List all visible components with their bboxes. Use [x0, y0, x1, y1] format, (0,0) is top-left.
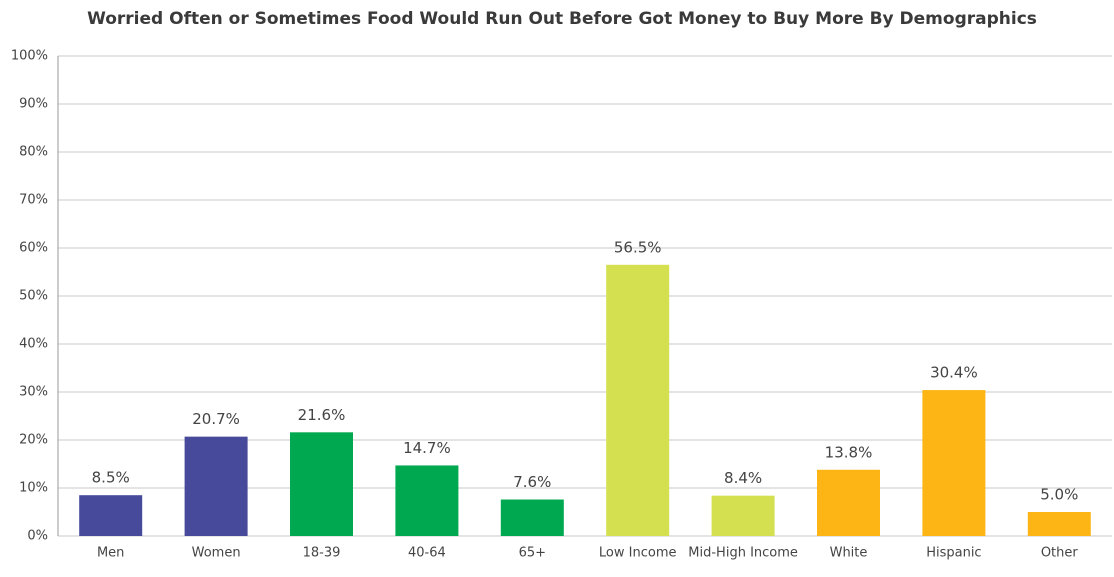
data-label: 8.4% [724, 469, 762, 487]
y-tick-label: 50% [19, 289, 48, 304]
x-tick-label: Men [97, 546, 124, 561]
bar [184, 436, 248, 536]
x-tick-label: White [830, 546, 868, 561]
x-tick-label: 65+ [519, 546, 546, 561]
y-tick-label: 40% [19, 337, 48, 352]
data-label: 7.6% [513, 473, 551, 491]
y-tick-label: 30% [19, 385, 48, 400]
data-label: 21.6% [298, 406, 346, 424]
data-label: 8.5% [92, 469, 130, 487]
x-tick-label: Women [192, 546, 241, 561]
data-label: 13.8% [825, 443, 873, 461]
y-tick-label: 70% [19, 193, 48, 208]
x-tick-label: 18-39 [303, 546, 341, 561]
y-tick-label: 90% [19, 97, 48, 112]
y-tick-label: 60% [19, 241, 48, 256]
bar [606, 264, 670, 536]
y-tick-label: 20% [19, 433, 48, 448]
x-tick-label: 40-64 [408, 546, 446, 561]
y-tick-label: 100% [11, 49, 48, 64]
bar [1027, 512, 1091, 536]
data-label: 30.4% [930, 364, 978, 382]
chart-title: Worried Often or Sometimes Food Would Ru… [87, 9, 1037, 29]
bar [79, 495, 143, 536]
bar [395, 465, 459, 536]
data-label: 20.7% [192, 410, 240, 428]
x-tick-label: Other [1041, 546, 1079, 561]
bar [500, 499, 564, 536]
bar [922, 390, 986, 536]
x-tick-label: Mid-High Income [688, 546, 798, 561]
data-label: 56.5% [614, 238, 662, 256]
x-tick-label: Low Income [599, 546, 677, 561]
y-tick-label: 10% [19, 481, 48, 496]
data-label: 5.0% [1040, 486, 1078, 504]
y-tick-label: 0% [27, 529, 48, 544]
data-label: 14.7% [403, 439, 451, 457]
bar [711, 495, 775, 536]
bar [290, 432, 353, 536]
bar [817, 469, 880, 536]
x-tick-label: Hispanic [926, 546, 981, 561]
y-tick-label: 80% [19, 145, 48, 160]
